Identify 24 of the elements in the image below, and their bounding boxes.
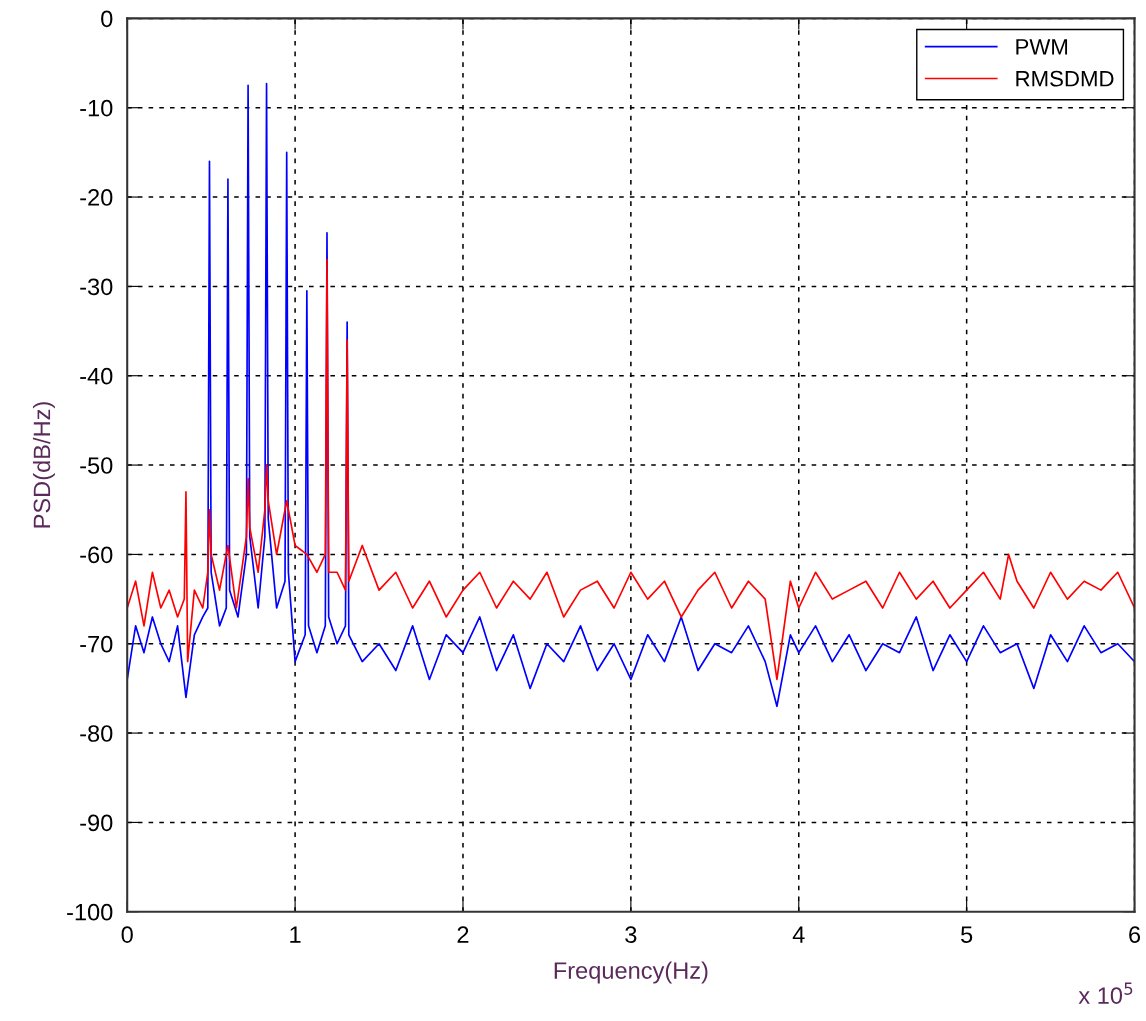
y-tick-label: -80	[80, 725, 113, 742]
legend-label: PWM	[1016, 39, 1068, 55]
x-tick-label: 2	[457, 926, 469, 943]
x-tick-label: 6	[1129, 926, 1141, 943]
x-tick-label: 3	[625, 926, 637, 943]
x-tick-label: 0	[121, 926, 133, 943]
y-tick-label: -50	[80, 457, 113, 474]
y-tick-label: -30	[80, 278, 113, 296]
line-series	[127, 258, 1135, 681]
x-tick-label: 5	[961, 926, 973, 943]
y-tick-label: -90	[80, 814, 113, 832]
y-tick-label: -20	[80, 189, 113, 206]
x-tick-label: 1	[290, 926, 301, 943]
x-axis-title: Frequency(Hz)	[554, 961, 708, 984]
y-axis-title: PSD(dB/Hz)	[32, 402, 55, 528]
y-tick-label: -60	[80, 546, 113, 564]
y-tick-label: 0	[101, 10, 113, 28]
y-tick-label: -100	[67, 903, 113, 921]
x-tick-label: 4	[792, 926, 805, 943]
y-tick-label: -70	[80, 635, 113, 653]
y-tick-label: -10	[80, 99, 113, 117]
y-tick-label: -40	[80, 367, 113, 385]
text: x 10$^{5}$	[1078, 982, 1133, 1004]
legend-label: RMSDMD	[1016, 70, 1114, 87]
